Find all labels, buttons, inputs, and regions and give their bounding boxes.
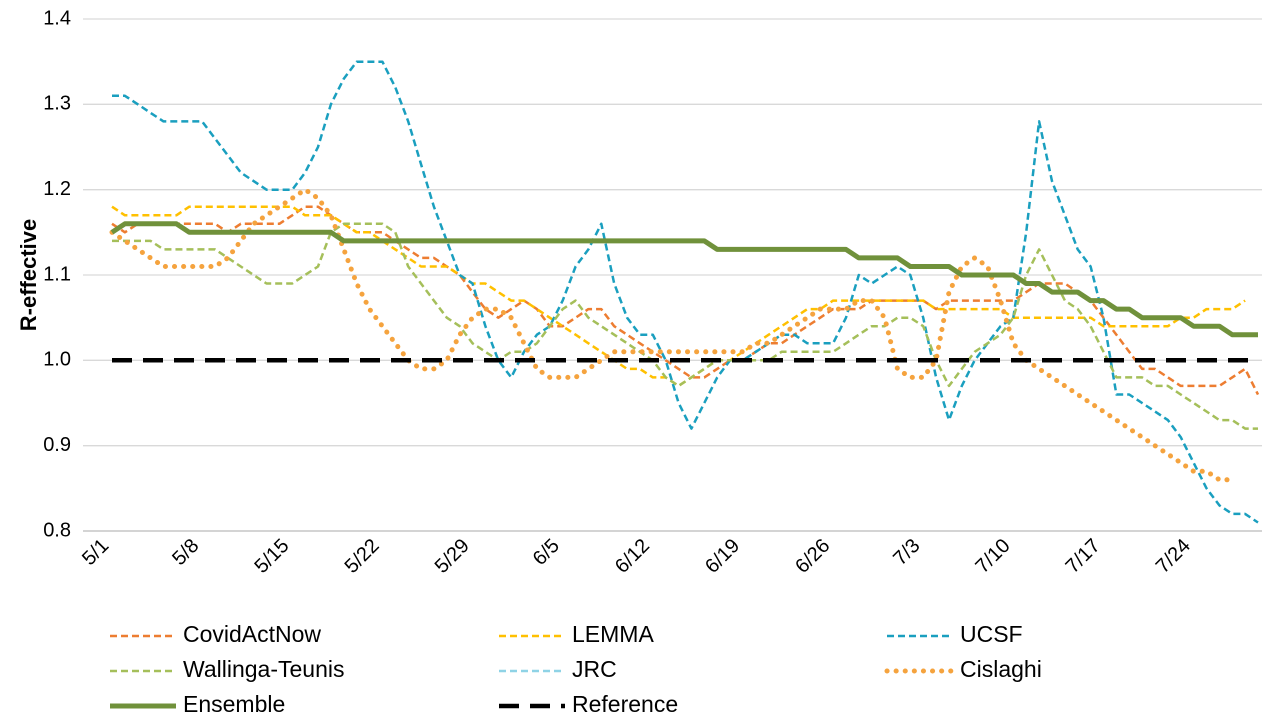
legend-label: JRC <box>572 656 617 682</box>
legend-label: CovidActNow <box>183 621 321 647</box>
x-tick-label: 6/26 <box>791 535 834 578</box>
legend-label: Wallinga-Teunis <box>183 656 345 682</box>
series-line <box>109 187 1235 483</box>
y-tick-label: 1.2 <box>43 178 71 200</box>
x-tick-label: 7/3 <box>889 535 924 570</box>
y-tick-label: 1.3 <box>43 93 71 115</box>
x-tick-label: 5/22 <box>341 535 384 578</box>
x-tick-label: 7/24 <box>1152 535 1195 578</box>
x-tick-label: 7/17 <box>1062 535 1105 578</box>
y-tick-label: 1.0 <box>43 349 71 371</box>
series-line <box>111 205 1260 396</box>
legend-label: LEMMA <box>572 621 654 647</box>
x-tick-label: 5/29 <box>431 535 474 578</box>
legend-label: Reference <box>572 691 678 717</box>
x-tick-label: 5/15 <box>250 535 293 578</box>
x-tick-label: 6/12 <box>611 535 654 578</box>
series-line <box>110 221 1258 338</box>
legend-label: Cislaghi <box>960 656 1042 682</box>
y-tick-label: 0.8 <box>43 519 71 541</box>
x-tick-label: 7/10 <box>972 535 1015 578</box>
x-tick-label: 6/5 <box>529 535 564 570</box>
x-tick-label: 5/8 <box>168 535 203 570</box>
series-line <box>112 60 1259 524</box>
y-tick-label: 1.4 <box>43 7 71 29</box>
x-tick-label: 5/1 <box>78 535 113 570</box>
y-tick-label: 1.1 <box>43 263 71 285</box>
y-tick-label: 0.9 <box>43 434 71 456</box>
x-tick-label: 6/19 <box>701 535 744 578</box>
y-axis-label: R-effective <box>16 219 41 331</box>
series-line <box>112 222 1258 430</box>
series-line <box>111 205 1246 388</box>
legend-label: Ensemble <box>183 691 285 717</box>
legend-label: UCSF <box>960 621 1023 647</box>
